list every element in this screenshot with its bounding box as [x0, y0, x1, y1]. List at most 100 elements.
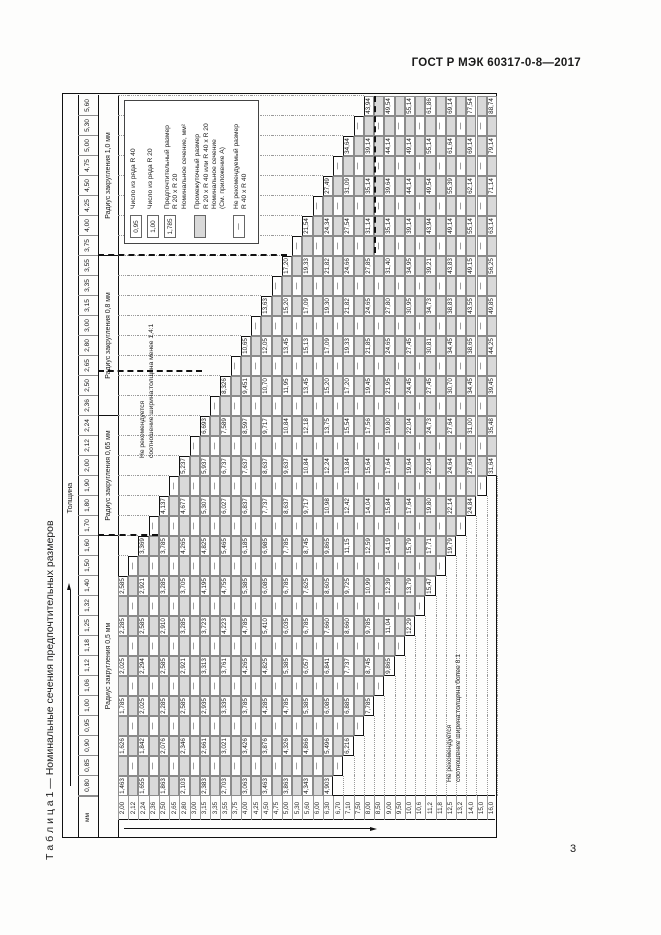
intermediate-cell [322, 236, 334, 256]
intermediate-cell [466, 196, 477, 216]
intermediate-cell [322, 276, 334, 296]
intermediate-cell [476, 96, 487, 116]
thickness-header: 5,30 [78, 116, 98, 136]
width-label: 12,5 [445, 796, 456, 820]
intermediate-cell [322, 356, 334, 376]
intermediate-cell [210, 496, 221, 516]
intermediate-cell [128, 696, 139, 716]
intermediate-cell [363, 516, 375, 536]
intermediate-cell [394, 456, 405, 476]
zone-cell-upper [199, 315, 211, 336]
zone-cell-lower [486, 576, 498, 596]
intermediate-cell [425, 156, 436, 176]
intermediate-cell [281, 556, 293, 576]
value-cell: 7,785 [363, 696, 375, 716]
value-cell: 14,04 [363, 496, 375, 516]
intermediate-cell [435, 416, 446, 436]
intermediate-cell [343, 436, 354, 456]
dash-cell: — [333, 236, 344, 256]
value-cell: 21,54 [302, 216, 313, 236]
legend-entry: — Не рекомендуемый размер R 40 x R 40 [232, 105, 250, 238]
value-cell: 61,64 [445, 136, 456, 156]
intermediate-cell [466, 116, 477, 136]
value-cell: 3,369 [138, 536, 149, 556]
dash-cell: — [169, 676, 180, 696]
zone-cell-lower [486, 616, 498, 636]
intermediate-cell [220, 556, 231, 576]
value-cell: 9,865 [322, 536, 334, 556]
value-cell: 7,637 [240, 456, 252, 476]
value-cell: 13,45 [281, 336, 293, 356]
zone-cell-upper [230, 295, 241, 316]
dash-cell: — [333, 476, 344, 496]
intermediate-cell [240, 356, 252, 376]
zone-cell-upper [261, 155, 272, 176]
zone-cell-upper [128, 355, 139, 376]
intermediate-cell [415, 576, 426, 596]
intermediate-cell [138, 596, 149, 616]
width-label: 2,50 [158, 796, 170, 820]
zone-cell-upper [128, 335, 139, 356]
width-label: 16,0 [486, 796, 497, 820]
intermediate-cell [251, 416, 262, 436]
value-cell: 24,34 [322, 216, 334, 236]
intermediate-cell [353, 456, 364, 476]
dash-cell: — [394, 436, 405, 456]
intermediate-cell [148, 536, 159, 556]
zone-cell-upper [128, 535, 139, 556]
value-cell: 10,99 [363, 576, 375, 596]
intermediate-cell [445, 156, 456, 176]
zone-cell-upper [302, 135, 313, 156]
zone-cell-upper [148, 255, 159, 276]
dash-cell: — [394, 236, 405, 256]
intermediate-cell [302, 476, 313, 496]
intermediate-cell [230, 456, 241, 476]
intermediate-cell [281, 676, 293, 696]
dash-cell: — [189, 436, 200, 456]
value-cell: 9,717 [261, 416, 272, 436]
thickness-header: 1,40 [78, 576, 98, 596]
value-cell: 17,71 [425, 536, 436, 556]
intermediate-cell [384, 516, 395, 536]
dash-cell: — [394, 196, 405, 216]
zone-cell-upper [292, 175, 303, 196]
intermediate-cell [353, 136, 364, 156]
value-cell: 34,95 [404, 256, 416, 276]
dash-cell: — [271, 636, 282, 656]
width-label: 11,8 [435, 796, 446, 820]
intermediate-cell [230, 736, 241, 756]
dash-cell: — [128, 756, 139, 776]
intermediate-cell [415, 136, 426, 156]
zone-cell-upper [281, 155, 293, 176]
zone-cell-lower [486, 556, 498, 576]
thickness-header: 4,50 [78, 176, 98, 196]
zone-cell-upper [118, 415, 129, 436]
value-cell: 34,73 [425, 296, 436, 316]
zone-cell-upper [281, 135, 293, 156]
intermediate-cell [476, 256, 487, 276]
width-label: 9,50 [394, 796, 405, 820]
intermediate-cell [302, 516, 313, 536]
intermediate-cell [261, 556, 272, 576]
intermediate-cell [281, 716, 293, 736]
intermediate-cell [128, 776, 139, 796]
value-cell: 49,54 [425, 176, 436, 196]
intermediate-cell [302, 756, 313, 776]
zone-cell-upper [281, 115, 293, 136]
radius-group-label: Радиус закругления 0,5 мм [104, 622, 112, 710]
dash-cell: — [292, 556, 303, 576]
zone-cell-upper [138, 515, 149, 536]
value-cell: 55,39 [445, 176, 456, 196]
intermediate-cell [271, 536, 282, 556]
zone-cell-upper [118, 335, 129, 356]
zone-cell-upper [281, 215, 293, 236]
zone-cell-upper [179, 275, 190, 296]
zone-cell-upper [230, 335, 241, 356]
dash-cell: — [312, 436, 323, 456]
intermediate-cell [322, 556, 334, 576]
intermediate-cell [261, 636, 272, 656]
intermediate-cell [425, 436, 436, 456]
intermediate-cell [158, 636, 170, 656]
thickness-header: 1,90 [78, 476, 98, 496]
dash-cell: — [476, 316, 487, 336]
